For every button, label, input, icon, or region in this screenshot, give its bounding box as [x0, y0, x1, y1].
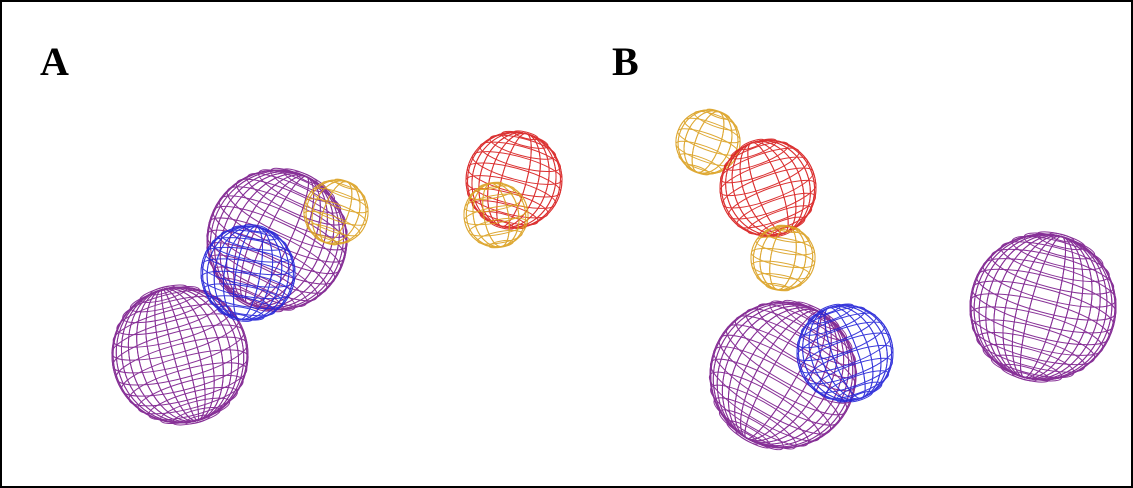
meridian — [817, 304, 873, 403]
wireframe-sphere — [746, 220, 820, 295]
meridian — [720, 131, 817, 244]
meridian — [698, 284, 868, 466]
meridian — [478, 181, 513, 248]
meridian — [748, 221, 817, 294]
parallel — [739, 137, 764, 151]
wireframe-sphere — [706, 125, 830, 251]
panel-label: B — [612, 38, 639, 85]
meridian — [752, 143, 785, 233]
wireframe-sphere — [953, 216, 1131, 399]
sphere-canvas — [2, 2, 1131, 486]
parallel — [968, 311, 1098, 374]
meridian — [706, 288, 860, 461]
meridian — [114, 276, 246, 433]
wireframe-sphere — [193, 217, 302, 329]
meridian — [748, 221, 817, 294]
meridian — [490, 130, 539, 229]
wireframe-sphere — [459, 177, 533, 252]
meridian — [1012, 233, 1074, 381]
meridian — [455, 121, 573, 239]
wireframe-sphere — [667, 100, 749, 183]
parallel — [756, 271, 803, 290]
parallel — [685, 163, 710, 177]
meridian — [740, 139, 796, 238]
parallel — [477, 228, 524, 247]
meridian — [740, 139, 796, 238]
meridian — [490, 183, 501, 246]
meridian — [461, 123, 566, 237]
meridian — [101, 273, 259, 437]
parallel — [1022, 228, 1097, 265]
meridian — [817, 304, 873, 403]
meridian — [461, 123, 566, 237]
meridian — [715, 294, 851, 457]
meridian — [502, 134, 527, 227]
parallel — [125, 354, 250, 415]
panel-label: A — [40, 38, 69, 85]
figure: A B — [0, 0, 1133, 488]
outline — [455, 121, 573, 239]
meridian — [706, 288, 860, 461]
parallel — [987, 240, 1117, 303]
meridian — [989, 227, 1097, 387]
meridian — [101, 273, 259, 437]
meridian — [114, 276, 246, 433]
parallel — [989, 350, 1064, 387]
meridian — [720, 131, 817, 244]
parallel — [135, 367, 247, 421]
meridian — [715, 294, 851, 457]
wireframe-sphere — [455, 120, 573, 240]
parallel — [973, 324, 1088, 380]
meridian — [1012, 233, 1074, 381]
wireframe-sphere — [183, 145, 371, 335]
